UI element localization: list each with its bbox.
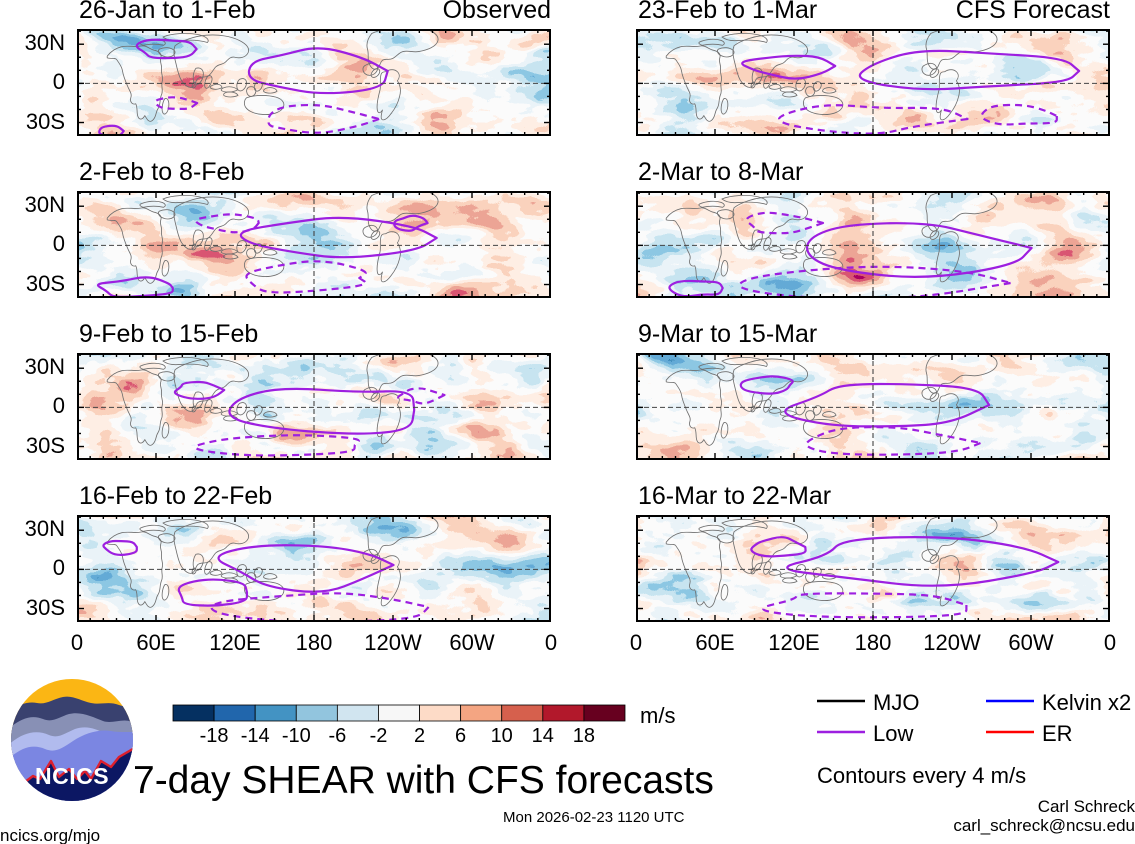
svg-text:NCICS: NCICS: [35, 763, 109, 789]
